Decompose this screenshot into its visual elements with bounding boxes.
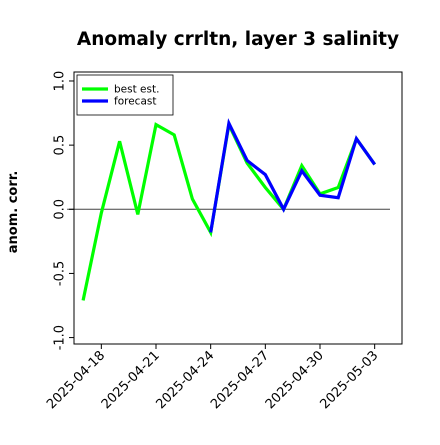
plot-frame	[73, 71, 403, 345]
x-tick-label: 2025-05-03	[317, 348, 381, 412]
legend-label: forecast	[114, 96, 156, 108]
y-tick-label: 1.0	[53, 71, 68, 92]
y-tick-label: 0.5	[53, 135, 68, 156]
series-line-forecast	[209, 118, 377, 233]
chart-title: Anomaly crrltn, layer 3 salinity	[77, 29, 399, 50]
y-tick-label: -0.5	[53, 261, 68, 286]
y-axis-label: anom. corr.	[6, 171, 21, 254]
series-line-best-est-	[81, 119, 377, 301]
plot-area: -1.0-0.50.00.51.02025-04-182025-04-21202…	[44, 71, 403, 412]
legend-box	[76, 74, 174, 116]
y-tick-label: 0.0	[53, 199, 68, 220]
y-tick-label: -1.0	[53, 325, 68, 350]
legend-label: best est.	[114, 84, 159, 96]
